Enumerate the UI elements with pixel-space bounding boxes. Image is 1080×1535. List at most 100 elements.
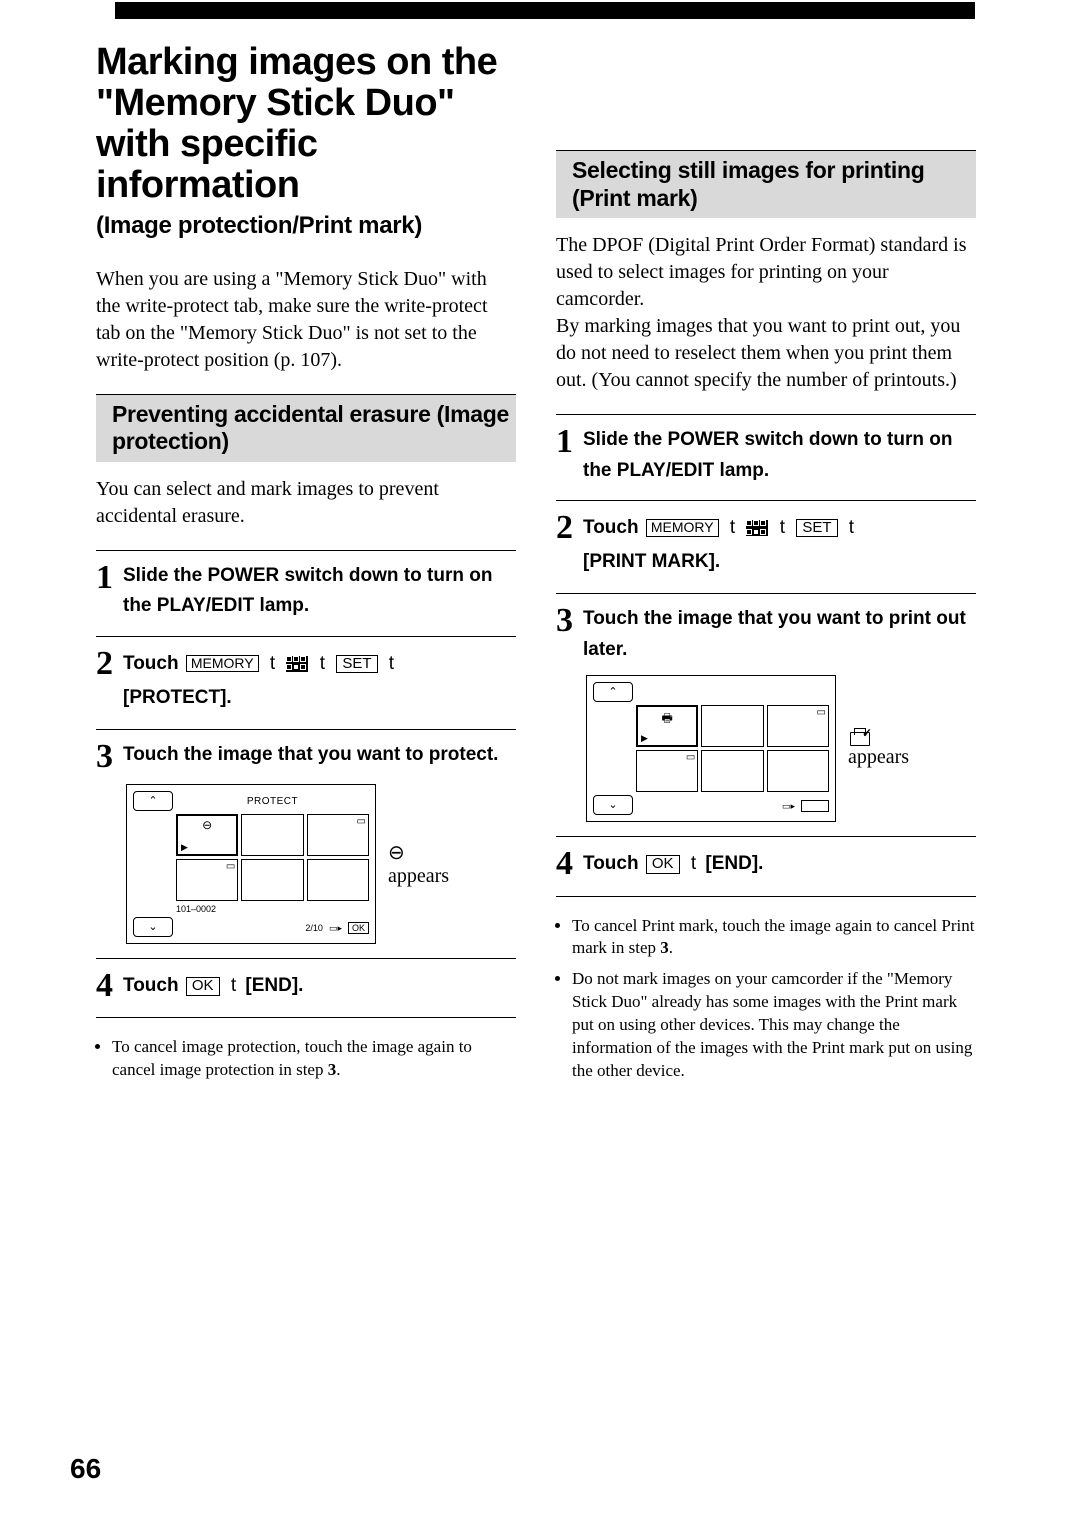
step-number: 1 <box>96 561 113 595</box>
step-number: 1 <box>556 425 573 459</box>
screen-title: PROTECT <box>176 796 369 807</box>
notes-left: To cancel image protection, touch the im… <box>96 1036 516 1082</box>
note-item: To cancel image protection, touch the im… <box>112 1036 516 1082</box>
ok-mini-label: OK <box>348 922 369 934</box>
main-title: Marking images on the "Memory Stick Duo"… <box>96 42 516 206</box>
ok-button-icon: OK <box>646 855 680 874</box>
step-2-left: 2 Touch MEMORY t t SET t [PROTECT]. <box>96 636 516 729</box>
step-4-left: 4 Touch OK t [END]. <box>96 958 516 1018</box>
step-text: Touch OK t [END]. <box>583 847 976 881</box>
step-1-left: 1 Slide the POWER switch down to turn on… <box>96 550 516 636</box>
mark-icon: ▭ <box>686 752 695 763</box>
set-button-icon: SET <box>336 655 377 674</box>
play-mark-icon: ▶ <box>641 733 648 744</box>
thumbnail <box>701 705 763 747</box>
folder-play-icon: ▭▸ <box>782 801 795 812</box>
up-nav-icon: ⌃ <box>593 682 633 702</box>
note-text: . <box>336 1060 340 1079</box>
down-nav-icon: ⌄ <box>593 795 633 815</box>
thumbnail <box>241 814 303 856</box>
lcd-screen: ⌃ PROTECT ⊖▶ ▭ ▭ 101–0002 ⌄ <box>126 784 376 944</box>
print-mark-label: [PRINT MARK]. <box>583 551 720 572</box>
step-number: 2 <box>96 647 113 681</box>
appears-label: appears <box>848 746 909 768</box>
step-text: Touch OK t [END]. <box>123 969 516 1003</box>
step-4-right: 4 Touch OK t [END]. <box>556 836 976 896</box>
screen-illustration-right: ⌃ 🖶▶ ▭ ▭ ⌄ ▭▸ <box>586 675 976 822</box>
header-bar <box>115 2 975 19</box>
arrow-icon: t <box>231 969 236 1003</box>
play-mark-icon: ▶ <box>181 842 188 853</box>
arrow-icon: t <box>320 647 325 681</box>
set-button-icon: SET <box>796 519 837 538</box>
touch-label: Touch <box>123 975 179 996</box>
thumbnail <box>701 750 763 792</box>
note-text: To cancel Print mark, touch the image ag… <box>572 916 974 958</box>
thumbnail: ▭ <box>176 859 238 901</box>
ok-button-icon: OK <box>186 977 220 996</box>
notes-right: To cancel Print mark, touch the image ag… <box>556 915 976 1084</box>
step-3-right: 3 Touch the image that you want to print… <box>556 593 976 836</box>
note-item: To cancel Print mark, touch the image ag… <box>572 915 976 961</box>
step-text: Touch the image that you want to protect… <box>123 740 516 770</box>
touch-label: Touch <box>123 653 179 674</box>
appears-label: appears <box>388 865 449 887</box>
arrow-icon: t <box>389 647 394 681</box>
step-number: 3 <box>556 604 573 638</box>
touch-label: Touch <box>583 517 639 538</box>
steps-left: 1 Slide the POWER switch down to turn on… <box>96 550 516 1019</box>
section-heading-right: Selecting still images for printing (Pri… <box>556 150 976 218</box>
up-nav-icon: ⌃ <box>133 791 173 811</box>
step-text: Touch MEMORY t t SET t [PROTECT]. <box>123 647 516 715</box>
touch-label: Touch <box>583 853 639 874</box>
step-3-left: 3 Touch the image that you want to prote… <box>96 729 516 958</box>
memory-button-icon: MEMORY <box>186 655 259 672</box>
arrow-icon: t <box>270 647 275 681</box>
mark-icon: ▭ <box>357 816 366 827</box>
left-column: Marking images on the "Memory Stick Duo"… <box>96 42 516 1091</box>
note-text: . <box>669 938 673 957</box>
arrow-icon: t <box>849 511 854 545</box>
folder-play-icon: ▭▸ <box>329 923 342 934</box>
main-subtitle: (Image protection/Print mark) <box>96 212 516 240</box>
note-item: Do not mark images on your camcorder if … <box>572 968 976 1083</box>
step-text: Slide the POWER switch down to turn on t… <box>123 561 516 622</box>
down-nav-icon: ⌄ <box>133 917 173 937</box>
protect-label: [PROTECT]. <box>123 687 232 708</box>
right-column: Selecting still images for printing (Pri… <box>556 42 976 1091</box>
thumbnail-selected: 🖶▶ <box>636 705 698 747</box>
section-heading-left: Preventing accidental erasure (Image pro… <box>96 394 516 462</box>
protect-mark-icon: ⊖ <box>202 818 212 833</box>
thumbnail-grid-icon <box>746 520 768 536</box>
section-para-left: You can select and mark images to preven… <box>96 476 516 530</box>
thumbnail: ▭ <box>767 705 829 747</box>
page-content: Marking images on the "Memory Stick Duo"… <box>96 42 976 1091</box>
step-2-right: 2 Touch MEMORY t t SET t [PRINT MARK]. <box>556 500 976 593</box>
memory-button-icon: MEMORY <box>646 519 719 536</box>
arrow-icon: t <box>691 847 696 881</box>
print-mark-appears-icon: ✓ <box>848 728 870 746</box>
folder-label: 101–0002 <box>176 904 369 914</box>
note-step-ref: 3 <box>660 938 669 957</box>
step-number: 2 <box>556 511 573 545</box>
counter-label: 2/10 <box>305 923 323 933</box>
mark-icon: ▭ <box>226 861 235 872</box>
step-number: 4 <box>556 847 573 881</box>
end-label: [END]. <box>245 975 303 996</box>
mark-icon: ▭ <box>817 707 826 718</box>
thumbnail-selected: ⊖▶ <box>176 814 238 856</box>
thumbnail <box>241 859 303 901</box>
end-label: [END]. <box>705 853 763 874</box>
screen-illustration-left: ⌃ PROTECT ⊖▶ ▭ ▭ 101–0002 ⌄ <box>126 784 516 944</box>
thumbnail <box>767 750 829 792</box>
thumbnail <box>307 859 369 901</box>
thumbnail: ▭ <box>307 814 369 856</box>
protect-appears-icon: ⊖ <box>388 842 405 864</box>
step-text: Touch MEMORY t t SET t [PRINT MARK]. <box>583 511 976 579</box>
note-step-ref: 3 <box>328 1060 337 1079</box>
page-number: 66 <box>70 1453 101 1485</box>
step-text: Slide the POWER switch down to turn on t… <box>583 425 976 486</box>
thumbnail: ▭ <box>636 750 698 792</box>
step-number: 3 <box>96 740 113 774</box>
step-1-right: 1 Slide the POWER switch down to turn on… <box>556 414 976 500</box>
